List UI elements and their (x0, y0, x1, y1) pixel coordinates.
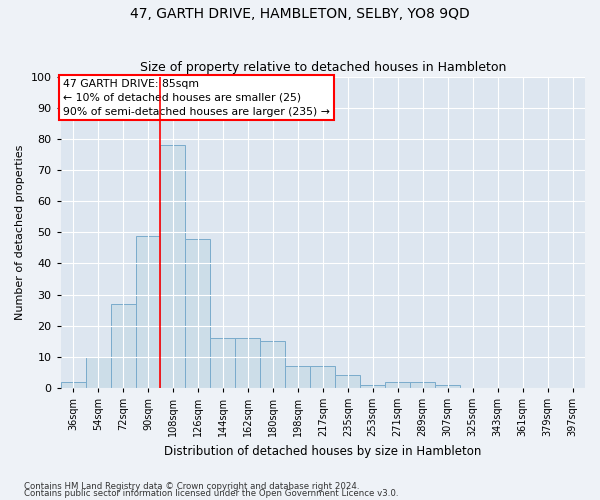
Bar (360, 384, 385, 388)
Bar (211, 338, 235, 388)
Bar (61, 382, 86, 388)
Text: Contains public sector information licensed under the Open Government Licence v3: Contains public sector information licen… (24, 490, 398, 498)
Bar (335, 376, 360, 388)
Text: 47, GARTH DRIVE, HAMBLETON, SELBY, YO8 9QD: 47, GARTH DRIVE, HAMBLETON, SELBY, YO8 9… (130, 8, 470, 22)
X-axis label: Distribution of detached houses by size in Hambleton: Distribution of detached houses by size … (164, 444, 481, 458)
Bar (435, 384, 460, 388)
Y-axis label: Number of detached properties: Number of detached properties (15, 144, 25, 320)
Bar (385, 382, 410, 388)
Bar (110, 304, 136, 388)
Text: Contains HM Land Registry data © Crown copyright and database right 2024.: Contains HM Land Registry data © Crown c… (24, 482, 359, 491)
Bar (260, 341, 286, 388)
Title: Size of property relative to detached houses in Hambleton: Size of property relative to detached ho… (140, 62, 506, 74)
Bar (286, 366, 310, 388)
Text: 47 GARTH DRIVE: 85sqm
← 10% of detached houses are smaller (25)
90% of semi-deta: 47 GARTH DRIVE: 85sqm ← 10% of detached … (63, 78, 330, 116)
Bar (235, 338, 260, 388)
Bar (86, 356, 110, 388)
Bar (310, 366, 335, 388)
Bar (160, 146, 185, 388)
Bar (185, 238, 211, 388)
Bar (136, 236, 160, 388)
Bar (410, 382, 435, 388)
